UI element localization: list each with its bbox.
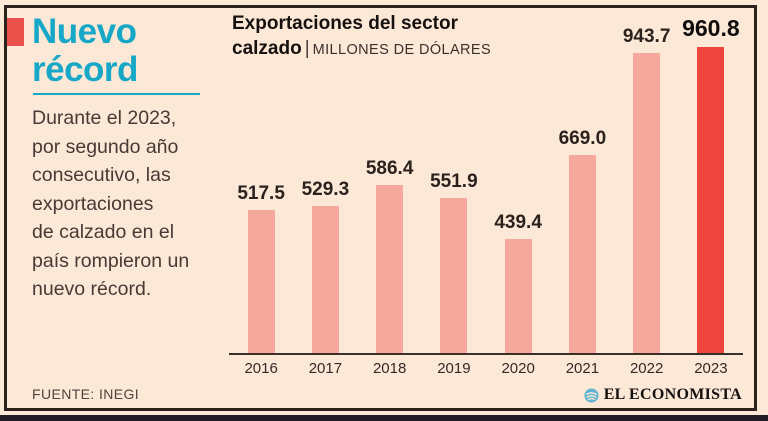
- x-axis-label: 2020: [501, 360, 535, 377]
- bar-2017: [311, 206, 339, 353]
- bar-column-2022: 943.7: [615, 26, 679, 353]
- bar-column-2019: 551.9: [422, 171, 486, 353]
- bar-2019: [440, 198, 468, 353]
- bar-column-2018: 586.4: [358, 158, 422, 353]
- bar-value-label: 960.8: [682, 15, 740, 41]
- x-axis-labels: 2016 2017 2018 2019 2020 2021 2022 2023: [229, 360, 743, 377]
- bar-2021: [568, 155, 596, 353]
- bar-value-label: 943.7: [622, 26, 671, 47]
- headline: Nuevo récord: [32, 12, 138, 89]
- bar-column-2016: 517.5: [229, 183, 293, 353]
- bar-column-2020: 439.4: [486, 212, 550, 353]
- bar-2018: [376, 185, 404, 353]
- bar-2022: [633, 53, 661, 353]
- bar-2020: [504, 239, 532, 353]
- bar-2023: [697, 47, 725, 353]
- bar-column-2021: 669.0: [550, 128, 614, 353]
- x-axis-label: 2016: [244, 360, 278, 377]
- x-axis-label: 2019: [437, 360, 471, 377]
- bar-chart: 517.5 529.3 586.4 551.9 439.4 669.0 943.7 960.8: [229, 15, 743, 353]
- bar-column-2023: 960.8: [679, 15, 743, 353]
- bar-value-label: 551.9: [430, 171, 478, 192]
- x-axis-label: 2018: [372, 360, 407, 377]
- x-axis-label: 2022: [629, 360, 664, 377]
- bar-column-2017: 529.3: [293, 179, 357, 353]
- source-note: FUENTE: INEGI: [32, 386, 140, 402]
- description-text: Durante el 2023, por segundo año consecu…: [32, 107, 190, 300]
- chart-title: Exportaciones del sector calzado | MILLONE…: [232, 11, 491, 63]
- bottom-accent-bar: [0, 415, 768, 421]
- publisher-logo: EL ECONOMISTA: [584, 386, 742, 404]
- bar-value-label: 586.4: [365, 158, 414, 179]
- title-separator: |: [304, 38, 310, 59]
- red-accent-square: [7, 18, 24, 46]
- el-economista-icon: [584, 387, 599, 403]
- bar-value-label: 439.4: [494, 212, 542, 233]
- chart-title-line2: calzado: [232, 38, 302, 59]
- bar-value-label: 517.5: [237, 183, 285, 204]
- x-axis-label: 2021: [565, 360, 600, 377]
- bar-2016: [247, 210, 275, 353]
- bar-value-label: 669.0: [558, 128, 607, 149]
- x-axis-label: 2017: [308, 360, 343, 377]
- chart-title-line1: Exportaciones del sector: [232, 13, 458, 34]
- headline-underline: [33, 93, 200, 95]
- x-axis-line: [229, 353, 743, 355]
- publisher-name: EL ECONOMISTA: [603, 386, 742, 403]
- chart-units-label: MILLONES DE DÓLARES: [312, 42, 492, 58]
- bar-value-label: 529.3: [301, 179, 350, 200]
- x-axis-label: 2023: [694, 360, 728, 377]
